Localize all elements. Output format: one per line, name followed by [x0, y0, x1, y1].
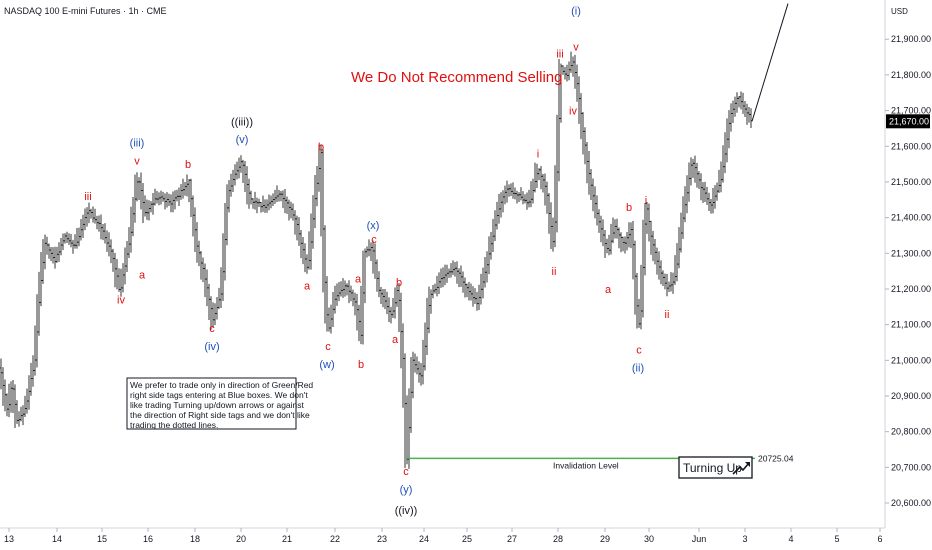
wave-label: c — [325, 341, 331, 353]
turning-up-badge: Turning Up — [678, 456, 753, 479]
x-tick-label: 20 — [236, 534, 246, 544]
x-tick-label: 3 — [742, 534, 747, 544]
y-tick-label: 21,600.00 — [891, 141, 931, 151]
wave-label: iv — [569, 106, 577, 118]
y-tick-label: 21,000.00 — [891, 355, 931, 365]
wave-label: ii — [665, 309, 670, 321]
note-line-5: trading the dotted lines. — [130, 420, 218, 430]
x-tick-label: 23 — [377, 534, 387, 544]
arrow-up-right-icon — [732, 462, 750, 475]
y-tick-label: 20,900.00 — [891, 391, 931, 401]
wave-label: v — [573, 41, 579, 53]
wave-label: iii — [84, 191, 91, 203]
y-tick-label: 20,600.00 — [891, 498, 931, 508]
wave-label: (y) — [400, 484, 413, 496]
x-tick-label: Jun — [692, 534, 707, 544]
x-tick-label: 4 — [788, 534, 793, 544]
turning-up-text: Turning Up — [683, 461, 742, 475]
invalidation-text: Invalidation Level — [553, 460, 619, 470]
x-tick-label: 13 — [4, 534, 14, 544]
wave-label: (iii) — [130, 138, 145, 150]
x-tick-label: 27 — [507, 534, 517, 544]
wave-label: ((iii)) — [231, 116, 253, 128]
y-tick-label: 21,800.00 — [891, 70, 931, 80]
y-tick-label: 21,200.00 — [891, 284, 931, 294]
x-tick-label: 22 — [330, 534, 340, 544]
wave-label: ((iv)) — [395, 505, 418, 517]
x-tick-label: 15 — [97, 534, 107, 544]
y-axis-unit: USD — [891, 7, 908, 16]
wave-label: (i) — [571, 6, 581, 18]
wave-label: a — [139, 270, 146, 282]
wave-label: b — [626, 202, 632, 214]
x-tick-label: 18 — [190, 534, 200, 544]
y-tick-label: 21,300.00 — [891, 248, 931, 258]
price-tag-label: 21,670.00 — [889, 116, 929, 126]
wave-label: iii — [556, 49, 563, 61]
y-tick-label: 20,800.00 — [891, 427, 931, 437]
wave-label: i — [537, 148, 539, 160]
note-box-border — [126, 377, 297, 430]
x-tick-label: 28 — [553, 534, 563, 544]
wave-label: ii — [552, 266, 557, 278]
x-axis-ticks: 13 14 15 16 18 20 21 22 23 24 25 27 28 29 30 Jun 3 4 5 6 — [4, 528, 883, 544]
wave-label: (x) — [367, 220, 380, 232]
wave-label: (iv) — [204, 341, 219, 353]
wave-label: a — [355, 273, 362, 285]
wave-label: (ii) — [632, 362, 644, 374]
y-tick-label: 21,100.00 — [891, 320, 931, 330]
wave-label: b — [358, 359, 364, 371]
y-axis: USD 20,600.00 20,700.00 20,800.00 20,900.00… — [884, 0, 931, 528]
x-tick-label: 29 — [600, 534, 610, 544]
current-price-tag: 21,670.00 — [886, 114, 930, 129]
note-line-1: We prefer to trade only in direction of … — [130, 380, 313, 390]
y-tick-label: 21,900.00 — [891, 34, 931, 44]
wave-label: b — [396, 277, 402, 289]
projection-layer — [751, 3, 789, 122]
wave-label: iv — [117, 295, 125, 307]
wave-label: c — [371, 234, 377, 246]
y-tick-label: 21,500.00 — [891, 177, 931, 187]
wave-label: v — [134, 156, 140, 168]
y-tick-label: 20,700.00 — [891, 462, 931, 472]
x-tick-label: 24 — [419, 534, 429, 544]
wave-label: i — [645, 195, 647, 207]
wave-label: (w) — [319, 359, 334, 371]
x-tick-label: 16 — [143, 534, 153, 544]
x-tick-label: 14 — [52, 534, 62, 544]
invalidation-value: 20725.04 — [758, 453, 794, 463]
x-tick-label: 21 — [282, 534, 292, 544]
ohlc-bars — [0, 51, 753, 469]
wave-label: c — [636, 345, 642, 357]
wave-label: a — [392, 334, 399, 346]
x-tick-label: 5 — [834, 534, 839, 544]
arrow-head-icon — [745, 462, 750, 467]
wave-label: b — [318, 141, 324, 153]
y-tick-label: 21,700.00 — [891, 106, 931, 116]
wave-label: a — [304, 280, 311, 292]
wave-label: (v) — [236, 134, 249, 146]
projection-line — [751, 3, 789, 122]
wave-label: b — [185, 159, 191, 171]
x-axis: 13 14 15 16 18 20 21 22 23 24 25 27 28 29 30 Jun 3 4 5 6 — [0, 527, 885, 544]
note-line-2: right side tags entering at Blue boxes. … — [130, 390, 308, 400]
y-tick-label: 21,400.00 — [891, 213, 931, 223]
chart-title: NASDAQ 100 E-mini Futures · 1h · CME — [4, 6, 167, 16]
note-line-3: like trading Turning up/down arrows or a… — [130, 400, 305, 410]
price-tag-box — [886, 114, 930, 129]
note-line-4: the direction of Right side tags and we … — [130, 410, 310, 420]
y-axis-ticks: 20,600.00 20,700.00 20,800.00 20,900.00 21,0… — [885, 34, 931, 508]
x-tick-label: 25 — [462, 534, 472, 544]
note-box: We prefer to trade only in direction of … — [126, 377, 313, 430]
headline-text: We Do Not Recommend Selling — [351, 69, 562, 86]
wave-label: c — [403, 466, 409, 478]
x-tick-label: 6 — [877, 534, 882, 544]
wave-label: a — [605, 284, 612, 296]
wave-label: c — [209, 323, 215, 335]
x-tick-label: 30 — [644, 534, 654, 544]
